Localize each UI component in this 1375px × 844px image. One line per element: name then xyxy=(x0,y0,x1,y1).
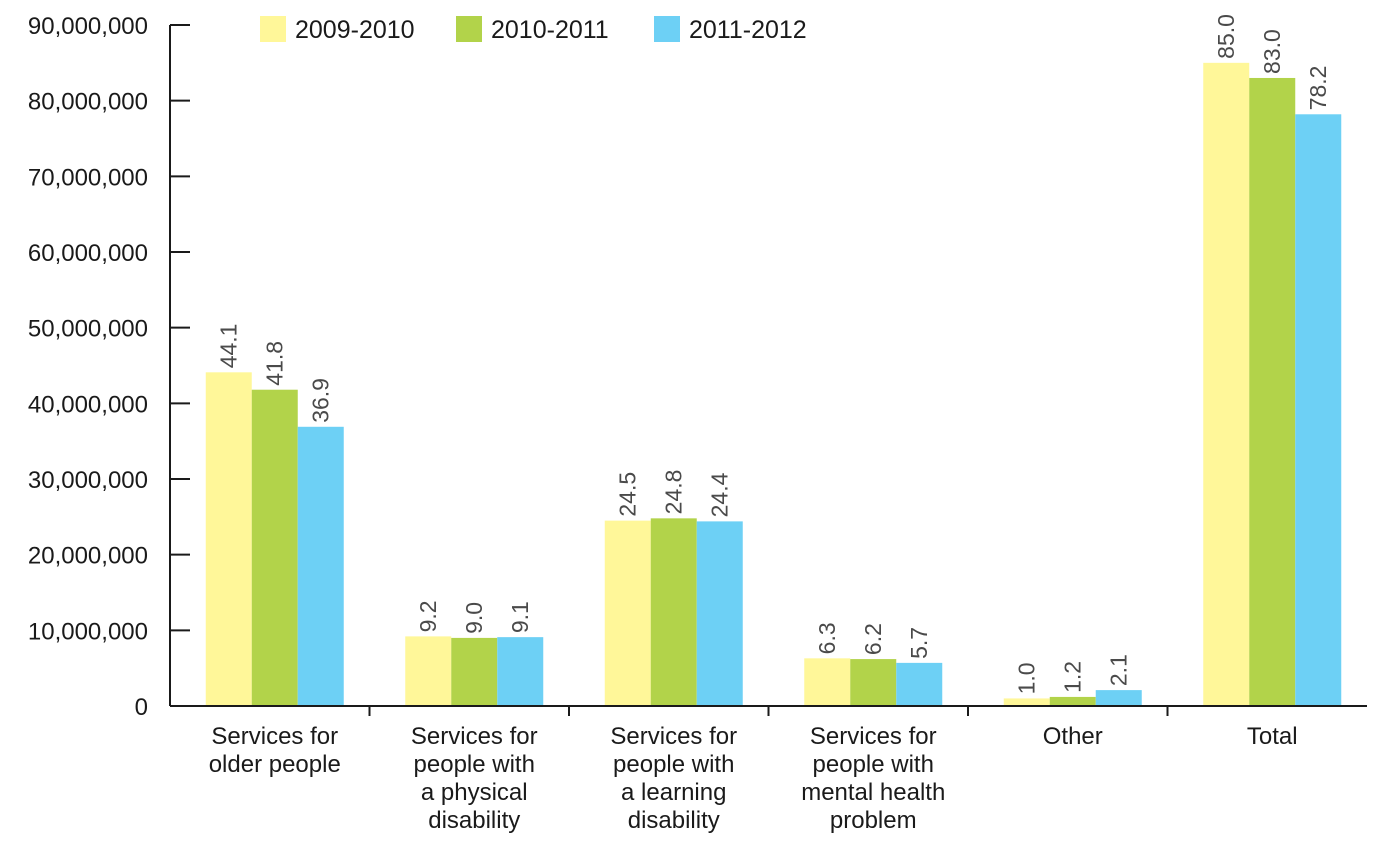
bar xyxy=(251,389,298,706)
y-tick-label: 30,000,000 xyxy=(28,467,148,494)
bar xyxy=(650,518,697,706)
bar xyxy=(804,658,851,706)
y-tick-label: 90,000,000 xyxy=(28,13,148,40)
bar xyxy=(850,659,897,706)
value-labels: 44.1 41.8 36.9 9.2 9.0 9.1 24.5 24.8 24.4 6.3 6.2 5… xyxy=(216,14,1332,694)
data-label: 36.9 xyxy=(308,378,334,423)
data-label: 24.4 xyxy=(707,472,733,517)
bar xyxy=(1203,62,1250,707)
x-tick-label: Services for xyxy=(810,723,937,750)
x-tick-label: a physical xyxy=(421,779,528,806)
data-label: 9.1 xyxy=(507,601,533,633)
bar xyxy=(1249,77,1296,706)
bar xyxy=(604,520,651,706)
x-tick-label: Other xyxy=(1043,723,1103,750)
y-tick-label: 20,000,000 xyxy=(28,543,148,570)
x-tick-label: disability xyxy=(428,807,520,834)
legend-label: 2010-2011 xyxy=(491,16,609,44)
bar xyxy=(497,637,544,706)
data-label: 78.2 xyxy=(1305,66,1331,111)
x-tick-label: Services for xyxy=(411,723,538,750)
legend-swatch xyxy=(654,16,680,42)
x-tick-label: disability xyxy=(628,807,720,834)
data-label: 24.8 xyxy=(661,470,687,515)
x-tick-label: older people xyxy=(209,751,341,778)
x-tick-label: a learning xyxy=(621,779,726,806)
y-tick-label: 10,000,000 xyxy=(28,618,148,645)
bar xyxy=(205,372,252,706)
y-tick-label: 50,000,000 xyxy=(28,316,148,343)
bar xyxy=(1049,696,1096,706)
x-tick-label: Total xyxy=(1247,723,1298,750)
y-tick-label: 60,000,000 xyxy=(28,240,148,267)
bar xyxy=(405,636,452,706)
data-label: 6.3 xyxy=(814,622,840,654)
bar xyxy=(1003,698,1050,706)
x-tick-label: people with xyxy=(414,751,535,778)
legend-label: 2009-2010 xyxy=(295,16,415,44)
bars xyxy=(205,62,1342,707)
legend-swatch xyxy=(260,16,286,42)
data-label: 24.5 xyxy=(615,472,641,517)
x-tick-label: Services for xyxy=(211,723,338,750)
y-tick-label: 70,000,000 xyxy=(28,164,148,191)
bar xyxy=(1295,114,1342,706)
legend-swatch xyxy=(456,16,482,42)
x-tick-label: people with xyxy=(813,751,934,778)
bar xyxy=(451,637,498,706)
data-label: 9.0 xyxy=(461,602,487,634)
legend: 2009-2010 2010-2011 2011-2012 xyxy=(260,16,807,44)
y-axis: 0 10,000,000 20,000,000 30,000,000 40,000,00… xyxy=(28,13,190,721)
y-tick-label: 0 xyxy=(135,694,148,721)
bar xyxy=(696,521,743,706)
data-label: 6.2 xyxy=(860,623,886,655)
x-tick-label: problem xyxy=(830,807,917,834)
data-label: 85.0 xyxy=(1213,14,1239,59)
x-tick-label: Services for xyxy=(610,723,737,750)
data-label: 44.1 xyxy=(216,324,242,369)
data-label: 1.2 xyxy=(1060,661,1086,693)
legend-label: 2011-2012 xyxy=(689,16,807,44)
data-label: 1.0 xyxy=(1014,662,1040,694)
bar xyxy=(297,426,344,706)
data-label: 41.8 xyxy=(262,341,288,386)
data-label: 2.1 xyxy=(1106,654,1132,686)
x-tick-label: people with xyxy=(613,751,734,778)
x-tick-label: mental health xyxy=(801,779,945,806)
data-label: 9.2 xyxy=(415,600,441,632)
y-tick-label: 40,000,000 xyxy=(28,391,148,418)
bar xyxy=(896,662,943,706)
y-tick-label: 80,000,000 xyxy=(28,89,148,116)
bar xyxy=(1095,690,1142,706)
data-label: 83.0 xyxy=(1259,29,1285,74)
data-label: 5.7 xyxy=(906,627,932,659)
